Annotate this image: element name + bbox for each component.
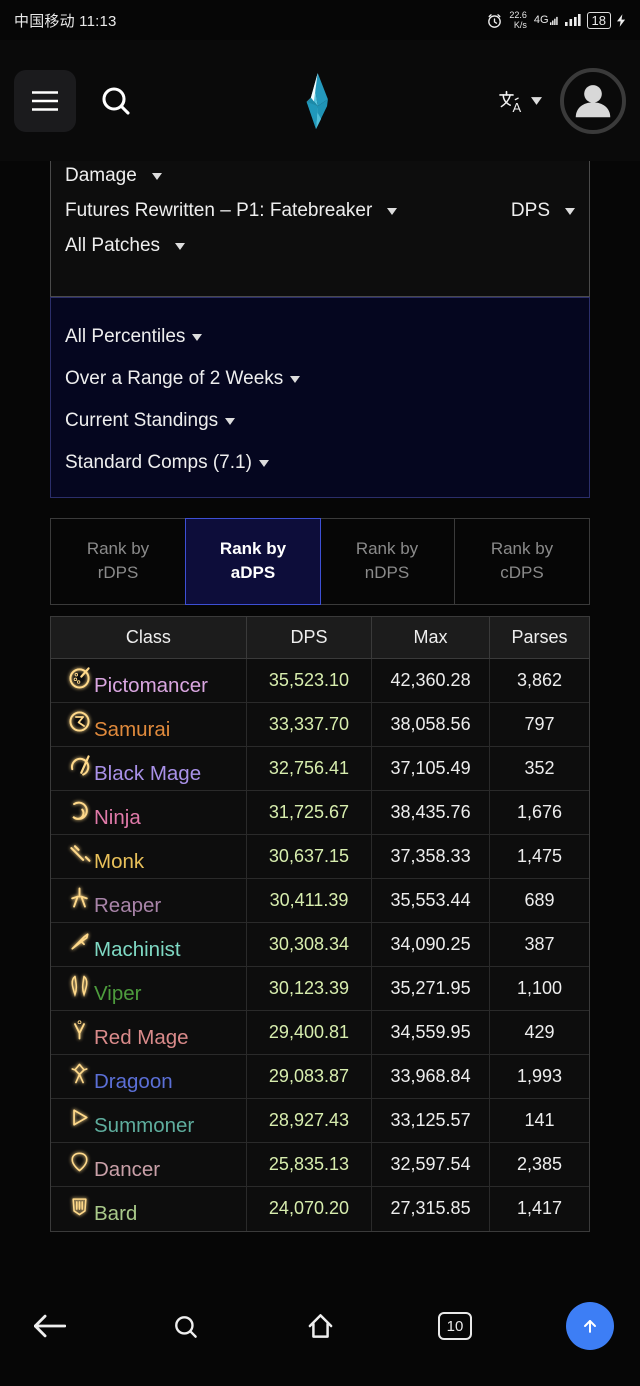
svg-text:A: A: [513, 100, 522, 114]
